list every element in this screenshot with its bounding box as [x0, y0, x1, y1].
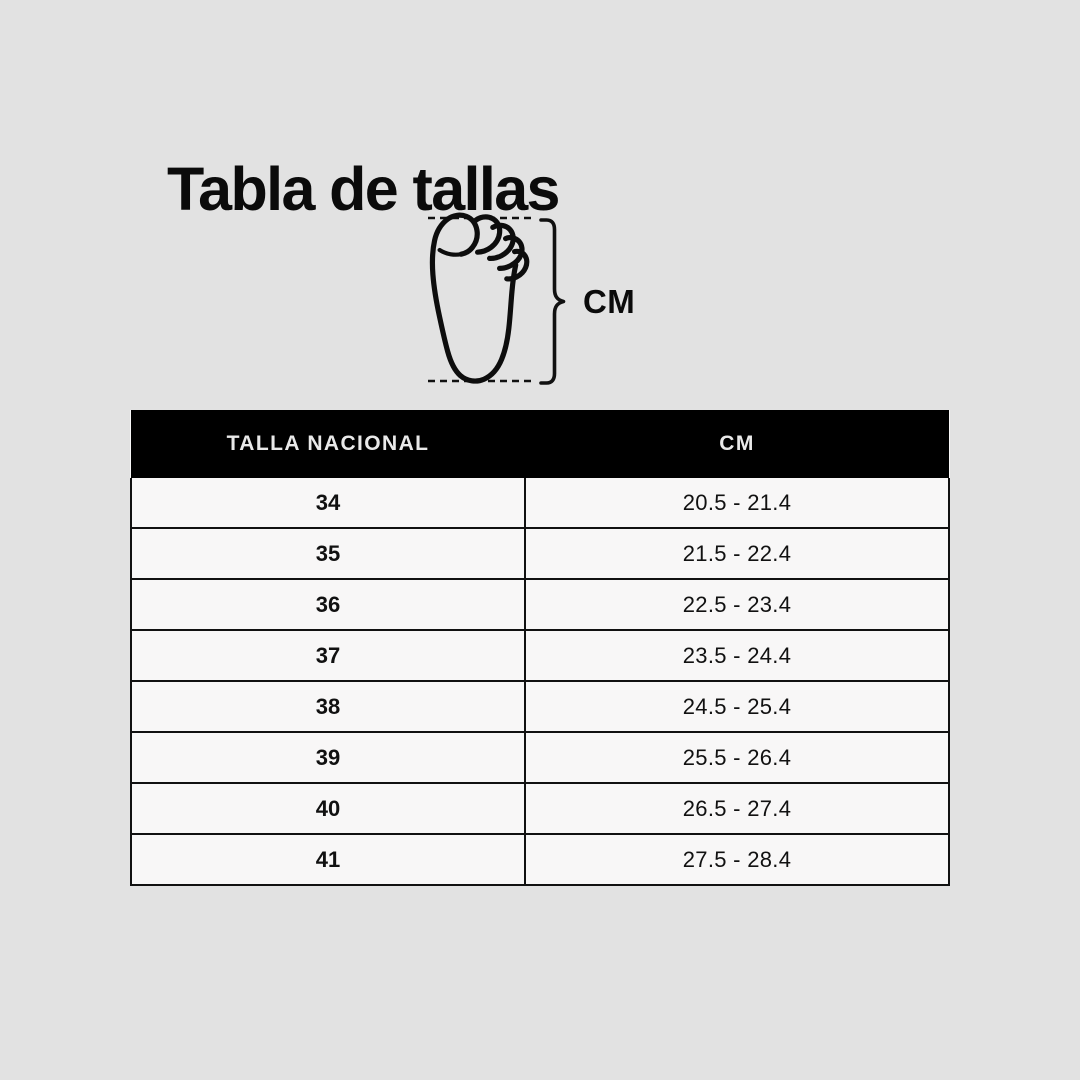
cell-talla: 37: [130, 629, 526, 682]
curly-brace-icon: [539, 218, 566, 385]
cell-cm: 27.5 - 28.4: [524, 833, 950, 886]
cell-talla: 41: [130, 833, 526, 886]
cell-cm: 26.5 - 27.4: [524, 782, 950, 835]
table-row: 36 22.5 - 23.4: [130, 578, 950, 631]
table-row: 34 20.5 - 21.4: [130, 478, 950, 529]
table-body: 34 20.5 - 21.4 35 21.5 - 22.4 36 22.5 - …: [130, 478, 950, 886]
table-row: 37 23.5 - 24.4: [130, 629, 950, 682]
cell-talla: 35: [130, 527, 526, 580]
foot-measurement-diagram: CM: [408, 205, 668, 400]
cell-cm: 21.5 - 22.4: [524, 527, 950, 580]
column-header-talla-nacional: TALLA NACIONAL: [131, 410, 525, 478]
cell-cm: 24.5 - 25.4: [524, 680, 950, 733]
cell-talla: 40: [130, 782, 526, 835]
cell-cm: 25.5 - 26.4: [524, 731, 950, 784]
size-chart-table: TALLA NACIONAL CM 34 20.5 - 21.4 35 21.5…: [130, 410, 950, 886]
table-row: 35 21.5 - 22.4: [130, 527, 950, 580]
column-header-cm: CM: [525, 410, 949, 478]
table-header-row: TALLA NACIONAL CM: [131, 410, 949, 478]
table-row: 38 24.5 - 25.4: [130, 680, 950, 733]
table-header: TALLA NACIONAL CM: [131, 410, 949, 478]
cell-talla: 34: [130, 478, 526, 529]
table-row: 39 25.5 - 26.4: [130, 731, 950, 784]
cm-unit-label: CM: [583, 283, 636, 320]
foot-sole-outline-icon: [429, 212, 530, 384]
page-title: Tabla de tallas: [167, 154, 560, 223]
cell-talla: 38: [130, 680, 526, 733]
cell-cm: 22.5 - 23.4: [524, 578, 950, 631]
cell-talla: 36: [130, 578, 526, 631]
cell-cm: 20.5 - 21.4: [524, 478, 950, 529]
table-row: 40 26.5 - 27.4: [130, 782, 950, 835]
cell-talla: 39: [130, 731, 526, 784]
cell-cm: 23.5 - 24.4: [524, 629, 950, 682]
table-row: 41 27.5 - 28.4: [130, 833, 950, 886]
